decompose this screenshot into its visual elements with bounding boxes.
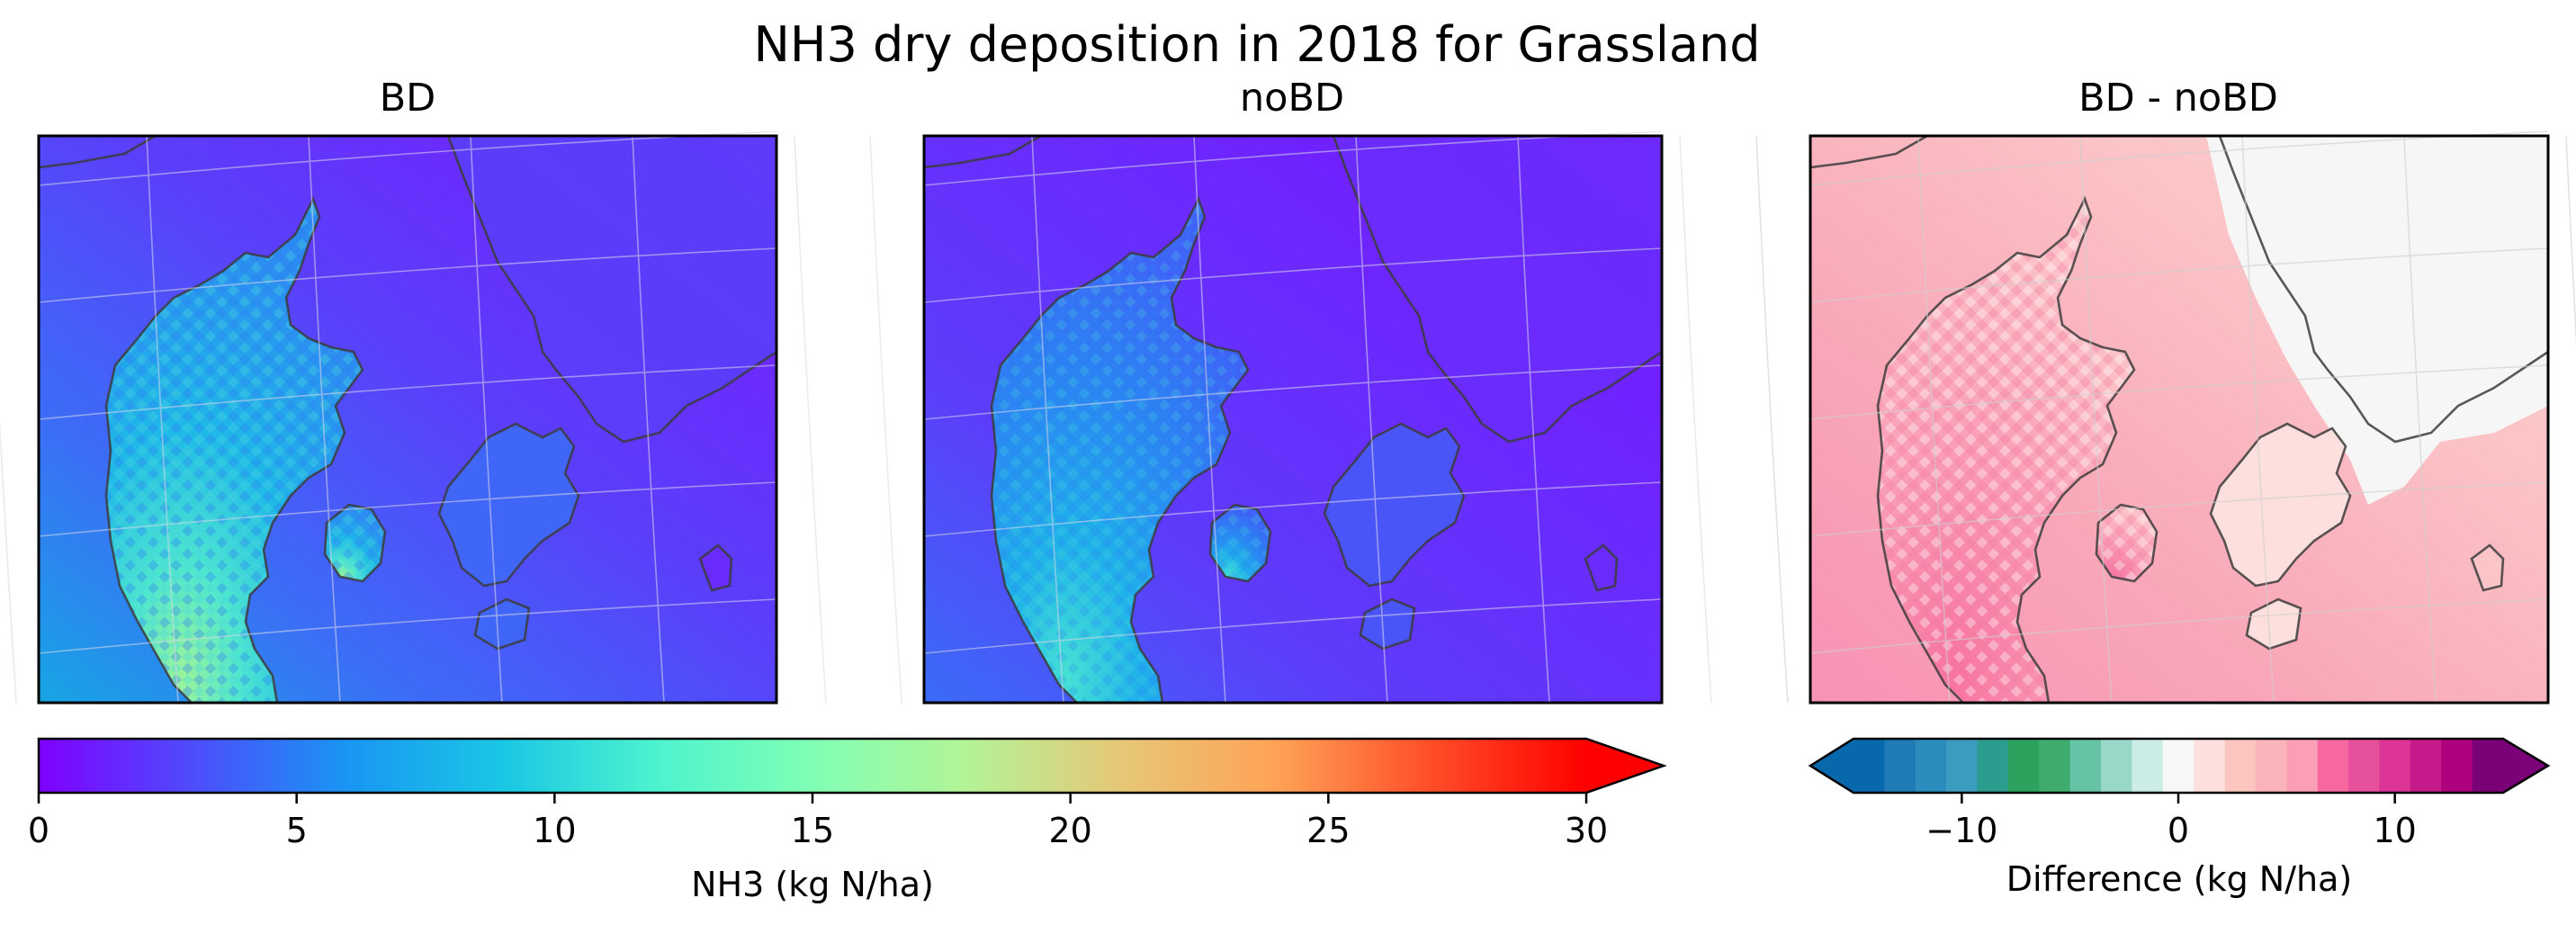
- graticule-meridian: [1031, 135, 1064, 704]
- graticule-meridian: [146, 135, 179, 704]
- colorbar-diff: −10 0 10 Difference (kg N/ha): [1808, 737, 2551, 899]
- graticule-meridian: [308, 135, 341, 704]
- graticule-parallel: [38, 364, 777, 420]
- map-frame-bd: [37, 134, 778, 705]
- colorbar-main-extend-arrow: [1586, 739, 1664, 793]
- colorbar-main-tick-label: 5: [286, 811, 308, 850]
- graticule-meridian: [1193, 135, 1226, 704]
- colorbar-diff-bin: [2348, 739, 2380, 793]
- colorbar-main-tick-label: 25: [1306, 811, 1350, 850]
- graticule-meridian: [2079, 135, 2113, 704]
- colorbar-main-tick-label: 0: [28, 811, 49, 850]
- map-panel-nobd: [869, 130, 1712, 705]
- graticule-meridian: [869, 135, 902, 704]
- graticule-meridian: [794, 135, 827, 704]
- graticule-meridian: [1355, 135, 1388, 704]
- graticule-parallel: [1809, 247, 2549, 303]
- graticule-parallel: [1809, 598, 2549, 654]
- colorbar-main-outline: [37, 737, 1667, 795]
- colorbar-diff-ticks: −10 0 10: [1925, 793, 2417, 850]
- colorbar-diff-outline: [1808, 737, 2551, 795]
- graticule-meridian: [470, 135, 503, 704]
- colorbar-diff-tick-label: 10: [2373, 811, 2416, 850]
- panel-title-nobd: noBD: [1240, 76, 1344, 121]
- colorbar-diff-bin: [2410, 739, 2442, 793]
- colorbar-diff-bin: [2194, 739, 2226, 793]
- colorbar-diff-bin: [1884, 739, 1916, 793]
- graticule-parallel: [38, 481, 777, 537]
- colorbar-main-tick-label: 15: [791, 811, 834, 850]
- colorbar-diff-bins: [1853, 739, 2504, 793]
- colorbar-diff-bin: [1977, 739, 2009, 793]
- colorbar-main-gradient: [39, 739, 1586, 793]
- graticule-parallel: [1809, 481, 2549, 537]
- colorbar-diff-bin: [2472, 739, 2504, 793]
- graticule-parallel: [923, 364, 1663, 420]
- colorbar-diff-bin: [1915, 739, 1947, 793]
- map-frame-diff: [1809, 134, 2550, 705]
- colorbar-main-label: NH3 (kg N/ha): [691, 865, 934, 904]
- graticule-parallel: [1809, 364, 2549, 420]
- colorbar-diff-bin: [1946, 739, 1979, 793]
- colorbar-diff-bin: [2007, 739, 2040, 793]
- map-panel-bd: [0, 130, 827, 705]
- colorbar-main-tick-label: 20: [1048, 811, 1091, 850]
- colorbar-diff-extend-arrow-min: [1810, 739, 1853, 793]
- colorbar-diff-bin: [2162, 739, 2195, 793]
- panel-title-diff: BD - noBD: [2078, 76, 2278, 121]
- colorbar-diff-bin: [2317, 739, 2349, 793]
- colorbar-diff-bin: [2101, 739, 2132, 793]
- colorbar-diff-tick-label: −10: [1925, 811, 1997, 850]
- graticule-meridian: [2403, 135, 2437, 704]
- zero-difference-region: [2206, 136, 2548, 505]
- colorbar-diff-bin: [2224, 739, 2257, 793]
- graticule-meridian: [1517, 135, 1550, 704]
- colorbar-diff-extend-arrow-max: [2503, 739, 2548, 793]
- graticule-meridian: [1755, 135, 1789, 704]
- graticule-parallel: [923, 247, 1663, 303]
- colorbar-main-tick-label: 10: [533, 811, 576, 850]
- colorbar-diff-bin: [2255, 739, 2287, 793]
- map-panel-diff: [1755, 130, 2576, 705]
- colorbar-diff-bin: [2441, 739, 2473, 793]
- colorbar-diff-label: Difference (kg N/ha): [2006, 859, 2352, 899]
- graticule-parallel: [38, 247, 777, 303]
- colorbar-main-ticks: 0 5 10 15 20 25 30: [28, 793, 1608, 850]
- graticule-meridian: [2241, 135, 2275, 704]
- figure-title: NH3 dry deposition in 2018 for Grassland: [753, 16, 1760, 73]
- map-frame-nobd: [922, 134, 1664, 705]
- graticule-meridian: [632, 135, 665, 704]
- graticule-meridian: [1679, 135, 1712, 704]
- colorbar-diff-bin: [2286, 739, 2319, 793]
- colorbar-main: 0 5 10 15 20 25 30 NH3 (kg N/ha): [28, 737, 1667, 904]
- colorbar-diff-bin: [2039, 739, 2071, 793]
- graticule-parallel: [923, 481, 1663, 537]
- colorbar-diff-bin: [2132, 739, 2164, 793]
- graticule-parallel: [38, 598, 777, 654]
- colorbar-diff-bin: [1853, 739, 1885, 793]
- graticule-bd: [0, 130, 827, 704]
- graticule-parallel: [923, 598, 1663, 654]
- graticule-meridian: [2565, 135, 2576, 346]
- graticule-diff: [1755, 130, 2576, 704]
- colorbar-diff-tick-label: 0: [2168, 811, 2189, 850]
- graticule-meridian: [1917, 135, 1951, 704]
- colorbar-diff-bin: [2379, 739, 2411, 793]
- panel-title-bd: BD: [380, 76, 436, 121]
- colorbar-main-tick-label: 30: [1565, 811, 1608, 850]
- graticule-meridian: [0, 418, 17, 704]
- colorbar-diff-bin: [2069, 739, 2102, 793]
